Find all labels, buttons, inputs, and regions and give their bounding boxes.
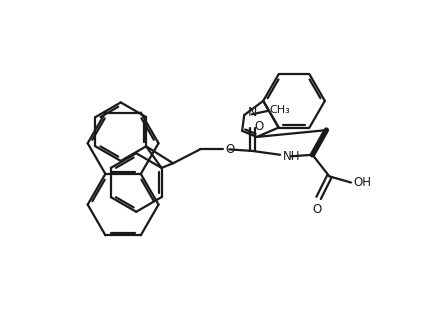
Text: CH₃: CH₃ (269, 105, 290, 115)
Text: O: O (225, 143, 235, 156)
Text: N: N (247, 106, 256, 119)
Text: O: O (255, 120, 264, 133)
Text: NH: NH (283, 150, 300, 163)
Text: O: O (312, 203, 322, 215)
Text: OH: OH (353, 176, 371, 189)
